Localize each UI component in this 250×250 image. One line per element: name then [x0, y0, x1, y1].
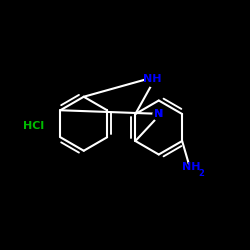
Text: NH: NH — [142, 74, 161, 84]
Text: HCl: HCl — [23, 121, 44, 131]
Text: N: N — [154, 109, 164, 119]
Text: N: N — [154, 109, 164, 119]
Text: 2: 2 — [199, 168, 205, 177]
Text: NH: NH — [182, 162, 201, 172]
